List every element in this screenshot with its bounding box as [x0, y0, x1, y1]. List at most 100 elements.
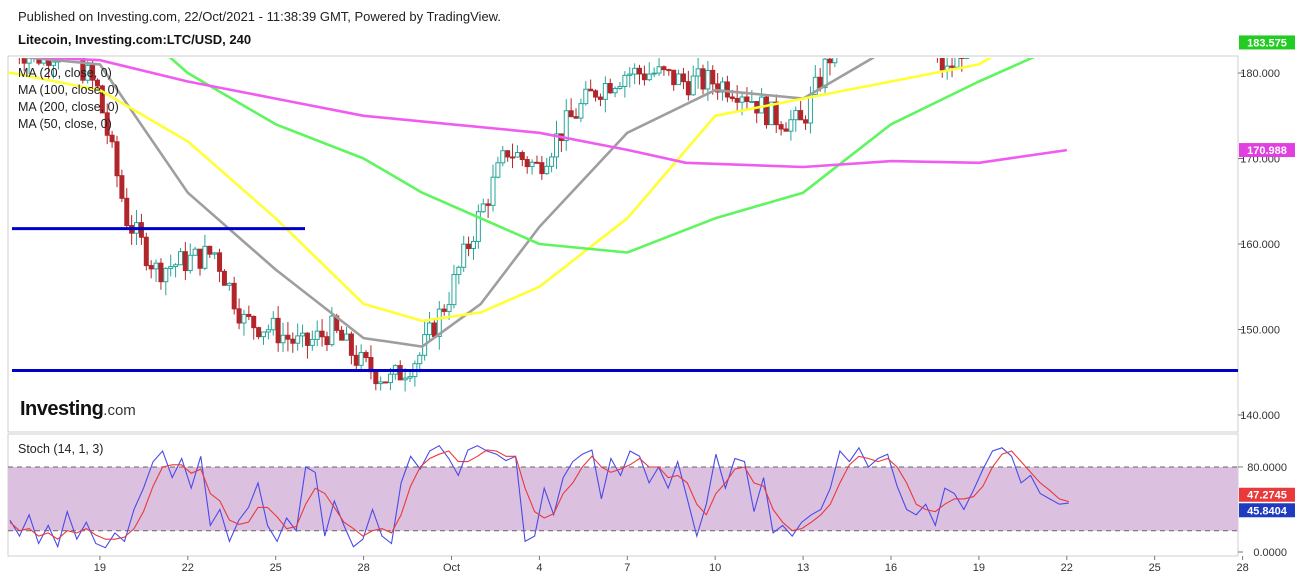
candle-body [182, 251, 188, 272]
candle-body [524, 159, 530, 168]
candle-body [695, 68, 701, 77]
candle-body [114, 141, 120, 177]
legend-ma50: MA (50, close, 0) [18, 117, 112, 131]
candle-body [197, 248, 203, 269]
legend-ma20: MA (20, close, 0) [18, 66, 112, 80]
candle-body [568, 110, 574, 118]
candle-body [715, 83, 721, 93]
candle-body [822, 58, 828, 89]
candle-body [680, 73, 686, 83]
candle-body [309, 338, 315, 346]
candle-body [931, 45, 935, 48]
candle-body [505, 150, 511, 158]
candle-body [612, 87, 618, 94]
x-tick-label: 28 [357, 562, 369, 574]
candle-body [872, 0, 876, 5]
x-tick-label: 4 [536, 562, 542, 574]
candle-body [843, 19, 847, 41]
candle-body [436, 308, 442, 338]
stoch-d-line [9, 449, 1069, 540]
candle-body [427, 322, 433, 336]
candle-body [104, 112, 110, 136]
candle-body [622, 74, 628, 87]
candle-body [90, 64, 96, 81]
candle-body [705, 69, 711, 90]
published-info: Published on Investing.com, 22/Oct/2021 … [18, 9, 501, 24]
price-pane-frame [7, 55, 1239, 433]
candle-body [916, 18, 920, 30]
candle-body [490, 176, 496, 206]
candle-body [646, 73, 652, 81]
x-tick-label: 10 [709, 562, 721, 574]
candle-body [285, 334, 291, 340]
candle-body [656, 66, 662, 74]
candle-body [882, 17, 886, 18]
candle-body [926, 26, 930, 45]
candle-body [12, 47, 16, 49]
candle-body [877, 5, 881, 17]
candle-body [407, 376, 413, 379]
candle-body [402, 377, 408, 381]
candle-body [304, 332, 310, 346]
candle-body [295, 335, 301, 344]
candle-body [788, 119, 794, 132]
candle-body [314, 330, 320, 340]
candle-body [852, 4, 856, 10]
candle-body [441, 308, 447, 312]
price-label-box [1239, 143, 1295, 158]
candle-body [26, 58, 32, 64]
stoch-label-text: 45.8404 [1247, 505, 1288, 517]
price-label-text: 170.988 [1247, 145, 1287, 157]
candle-body [475, 211, 481, 242]
candle-body [417, 354, 423, 365]
candle-body [739, 96, 745, 103]
x-tick-label: 7 [624, 562, 630, 574]
x-tick-label: 19 [94, 562, 106, 574]
candle-body [563, 110, 569, 142]
candle-body [832, 58, 838, 64]
candle-body [906, 24, 910, 33]
x-tick-label: 25 [1149, 562, 1161, 574]
candle-body [236, 308, 242, 324]
candle-body [207, 245, 213, 255]
stoch-legend: Stoch (14, 1, 3) [18, 442, 104, 456]
candle-body [539, 162, 545, 175]
candle-body [21, 58, 27, 64]
candle-body [749, 100, 755, 103]
candle-body [510, 156, 516, 159]
price-label-box [1239, 35, 1295, 50]
candle-body [602, 83, 608, 100]
candle-body [173, 264, 179, 268]
candle-body [148, 265, 154, 270]
candle-body [397, 365, 403, 381]
candle-body [549, 156, 555, 167]
candle-body [387, 373, 393, 384]
candle-body [109, 134, 115, 143]
candle-body [192, 248, 198, 256]
candle-body [901, 28, 905, 33]
price-label-text: 183.575 [1247, 37, 1287, 49]
candle-body [353, 354, 359, 366]
candle-body [778, 124, 784, 130]
candle-body [617, 85, 623, 89]
candle-body [163, 267, 169, 283]
candle-body [217, 252, 223, 272]
candle-body [119, 175, 125, 199]
x-tick-label: Oct [443, 562, 460, 574]
candle-body [627, 73, 633, 76]
candle-body [724, 81, 730, 98]
candle-body [270, 317, 276, 331]
candle-body [768, 101, 774, 126]
candle-body [260, 331, 266, 338]
candle-body [553, 133, 559, 158]
logo-suffix: .com [103, 402, 136, 419]
candle-body [759, 96, 765, 114]
candle-body [544, 165, 550, 175]
candle-body [514, 152, 520, 158]
candle-body [593, 90, 599, 98]
candle-body [212, 252, 218, 255]
candle-body [168, 266, 174, 269]
candle-body [480, 203, 486, 213]
candle-body [36, 58, 42, 64]
